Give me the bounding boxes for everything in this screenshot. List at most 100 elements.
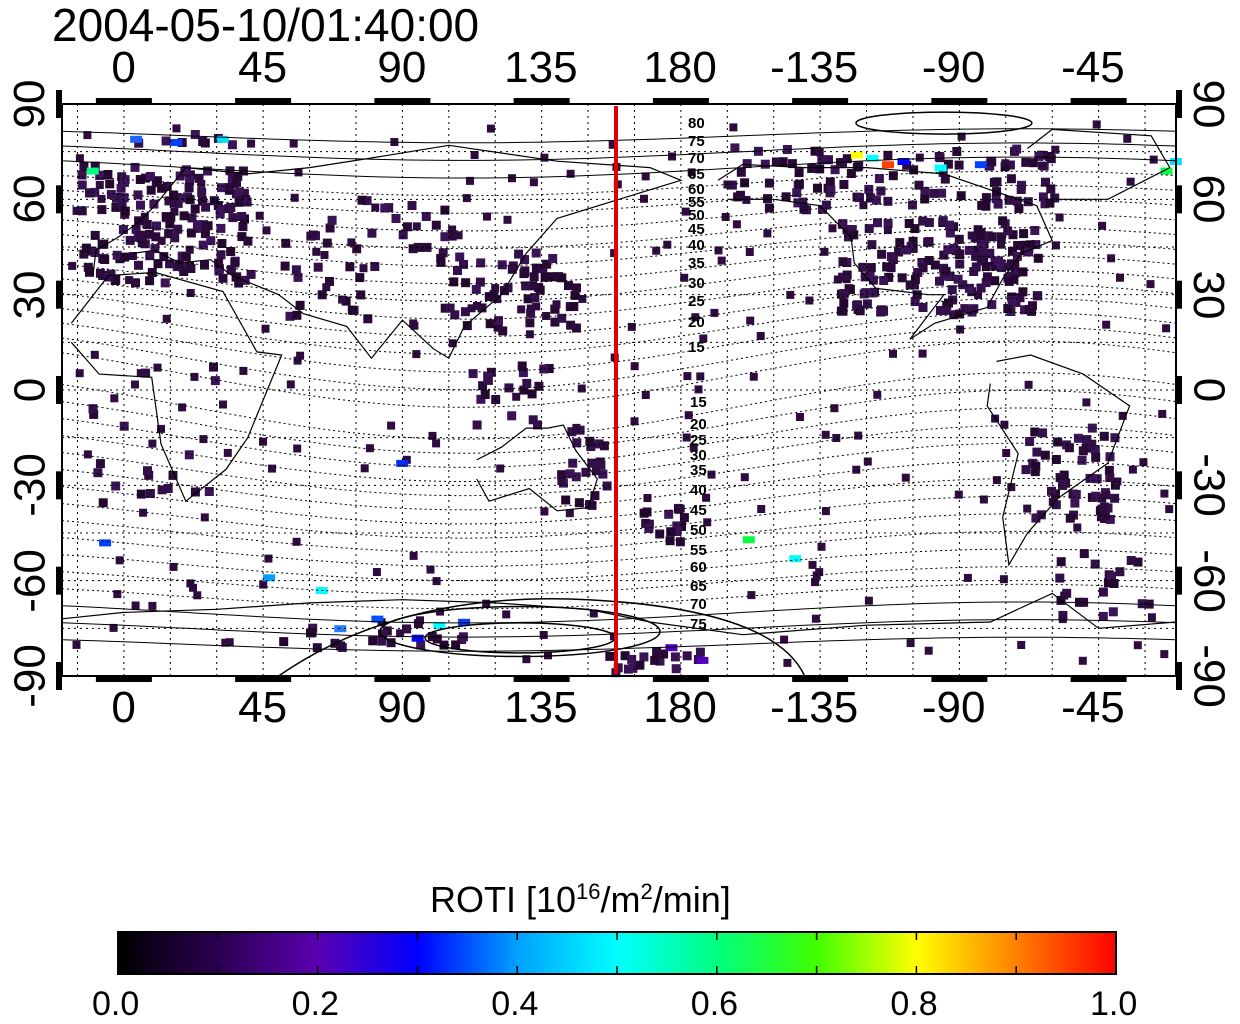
roti-cell-high [433, 622, 446, 629]
roti-cell [590, 491, 600, 501]
roti-cell [830, 404, 839, 413]
roti-cell [994, 256, 1003, 266]
roti-cell [781, 192, 791, 202]
roti-cell [941, 266, 951, 276]
roti-cell [1058, 615, 1067, 624]
roti-cell [683, 372, 692, 381]
roti-cell [1019, 229, 1029, 239]
roti-cell [199, 220, 208, 230]
roti-cell [655, 529, 665, 539]
roti-cell [679, 513, 689, 523]
roti-cell-high [742, 536, 755, 544]
roti-cell [97, 194, 106, 203]
roti-cell [518, 368, 528, 378]
x-tick-label-top: -90 [921, 43, 986, 92]
roti-cell [535, 285, 545, 295]
roti-cell [83, 131, 92, 140]
roti-cell [864, 184, 874, 194]
x-tick-label-bottom: -90 [921, 683, 986, 732]
roti-cell [459, 259, 468, 269]
roti-cell [830, 165, 840, 175]
roti-cell [564, 281, 573, 291]
roti-cell [571, 472, 581, 482]
roti-cell [943, 159, 953, 169]
south-oval-mid [379, 605, 661, 658]
roti-cell [687, 168, 696, 177]
roti-cell [1047, 486, 1056, 496]
contour-label: 45 [690, 502, 707, 519]
roti-cell [81, 243, 91, 253]
roti-cell [956, 191, 966, 201]
roti-cell [201, 202, 211, 212]
roti-cell [863, 457, 872, 466]
roti-cell [740, 178, 750, 188]
roti-cell [422, 242, 432, 252]
roti-cell [95, 181, 104, 189]
roti-cell [1014, 204, 1024, 213]
roti-cell [1065, 513, 1075, 523]
roti-cell [561, 495, 571, 505]
roti-cell [75, 369, 84, 378]
coastline [61, 592, 1177, 636]
contour-label: 40 [688, 237, 705, 254]
roti-cell [771, 157, 780, 166]
roti-cell [296, 351, 305, 360]
roti-cell [953, 274, 963, 284]
roti-cell [923, 237, 933, 247]
roti-cell [1133, 641, 1142, 650]
contour-label: 70 [690, 596, 707, 613]
roti-cell [938, 216, 948, 226]
roti-cell [540, 272, 550, 282]
roti-cell [1092, 120, 1101, 129]
roti-cell [710, 308, 719, 317]
roti-cell [818, 204, 827, 214]
roti-cell [199, 435, 208, 444]
bottom-tick-bar [1070, 676, 1127, 682]
roti-cell [179, 193, 189, 203]
roti-cell [608, 140, 617, 149]
roti-cell [450, 310, 460, 320]
roti-cell [1040, 199, 1050, 209]
roti-cell [97, 239, 107, 249]
roti-cell [169, 190, 179, 200]
south-oval-inner [424, 622, 616, 654]
roti-cell [1078, 446, 1088, 456]
roti-cell [136, 200, 145, 210]
roti-cell [825, 177, 835, 187]
roti-cell [522, 378, 532, 388]
roti-cell [888, 255, 898, 264]
roti-cell [97, 205, 107, 215]
roti-cell [312, 247, 321, 256]
roti-cell [1102, 491, 1111, 500]
roti-cell [528, 281, 537, 291]
roti-cell [142, 220, 152, 229]
mlat-contour [61, 326, 1177, 391]
roti-cell [226, 247, 236, 256]
roti-cell [838, 257, 848, 267]
colorbar-title-mid: /m [600, 879, 641, 920]
roti-cell [186, 228, 196, 238]
roti-cell [264, 554, 273, 563]
roti-cell [153, 363, 162, 372]
roti-cell [378, 629, 387, 639]
roti-cell [1025, 437, 1035, 446]
roti-cell [338, 295, 347, 304]
roti-cell [847, 225, 857, 234]
y-tick-label-left: 30 [5, 270, 54, 320]
roti-cell [855, 193, 864, 203]
roti-cell-high [130, 135, 143, 143]
roti-cell [1162, 324, 1171, 333]
roti-cell [357, 195, 367, 205]
roti-cell [438, 248, 448, 258]
roti-cell [359, 264, 368, 273]
roti-cell [471, 284, 481, 294]
roti-cell [964, 283, 974, 293]
roti-cell [230, 258, 240, 268]
roti-cell [416, 640, 426, 650]
y-tick-label-right: 90 [1184, 79, 1233, 129]
roti-cell [817, 155, 827, 165]
roti-cell [572, 283, 581, 293]
roti-cell [888, 171, 898, 181]
roti-cell [652, 246, 661, 255]
roti-cell [243, 236, 253, 246]
